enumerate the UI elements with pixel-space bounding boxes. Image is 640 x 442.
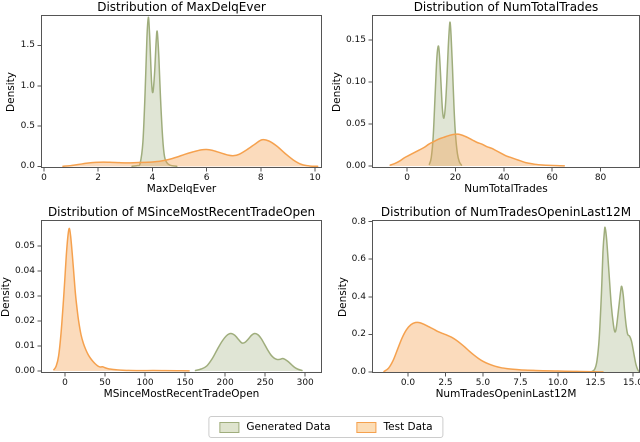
y-tick-label: 0.05 [345, 119, 366, 130]
plot-area [37, 15, 322, 172]
x-tick-label: 10.0 [547, 378, 568, 388]
y-tick-label: 0.8 [351, 216, 366, 227]
kde-curve-generated [428, 21, 463, 166]
plot-area [37, 220, 322, 377]
plot-area [368, 15, 640, 172]
kde-curve-test [389, 133, 566, 167]
x-axis-label: MaxDelqEver [146, 183, 217, 195]
x-tick-label: 50 [99, 378, 111, 388]
kde-curve-test [62, 138, 319, 168]
legend: Generated Data Test Data [208, 416, 444, 438]
kde-fill-test [62, 139, 318, 167]
kde-fill-test [383, 322, 603, 372]
x-axis-label: NumTradesOpeninLast12M [435, 388, 577, 400]
x-tick-label: 40 [498, 173, 510, 183]
x-tick-label: 2.5 [438, 378, 453, 388]
x-tick-label: 60 [546, 173, 558, 183]
x-tick-label: 5.0 [475, 378, 491, 388]
y-tick-label: 0.02 [14, 316, 35, 326]
kde-curve-generated [131, 16, 178, 167]
y-tick-label: 0.0 [351, 367, 366, 377]
x-tick-label: 80 [594, 173, 607, 183]
y-tick-label: 0.2 [351, 329, 366, 340]
kde-fill-generated [132, 17, 177, 167]
y-tick-label: 0.04 [14, 266, 35, 276]
legend-swatch-test [356, 421, 377, 433]
legend-swatch-generated [219, 421, 240, 433]
x-tick-label: 250 [256, 378, 274, 388]
x-tick-label: 20 [449, 173, 462, 183]
y-axis-label: Density [337, 276, 349, 317]
x-tick-label: 0.0 [400, 378, 416, 388]
kde-curve-test [383, 321, 604, 373]
x-tick-label: 6 [203, 173, 210, 183]
axis-spines [372, 15, 640, 168]
legend-label-generated: Generated Data [246, 421, 331, 433]
axis-spines [372, 220, 640, 373]
y-tick-label: 0.4 [351, 291, 366, 302]
y-tick-label: 0.15 [345, 35, 366, 46]
kde-curve-test [53, 227, 190, 372]
x-axis-label: NumTotalTrades [464, 183, 548, 195]
legend-entry-test: Test Data [356, 421, 433, 433]
y-tick-label: 0.03 [14, 291, 35, 301]
kde-fill-generated [195, 333, 302, 371]
y-tick-label: 1.5 [20, 40, 35, 51]
y-tick-label: 0.0 [20, 161, 35, 172]
chart-title: Distribution of MaxDelqEver [97, 0, 266, 14]
axis-spines [41, 220, 322, 373]
x-tick-label: 100 [136, 378, 154, 388]
x-tick-label: 12.5 [585, 378, 606, 388]
x-tick-label: 10 [309, 173, 321, 183]
x-tick-label: 150 [176, 378, 194, 388]
x-axis-label: MSinceMostRecentTradeOpen [103, 388, 260, 400]
y-axis-label: Density [5, 71, 17, 112]
x-tick-label: 4 [149, 173, 156, 183]
y-tick-label: 0.6 [351, 254, 366, 265]
y-axis-label: Density [331, 71, 343, 112]
y-tick-label: 0.00 [345, 160, 366, 171]
chart-title: Distribution of NumTradesOpeninLast12M [380, 205, 632, 219]
y-axis-label: Density [0, 276, 12, 317]
y-tick-label: 1.0 [20, 80, 35, 91]
y-tick-label: 0.00 [14, 366, 35, 376]
y-tick-label: 0.05 [14, 241, 35, 251]
kde-fill-generated [429, 22, 462, 166]
axis-spines [41, 15, 322, 168]
y-tick-label: 0.5 [20, 121, 35, 132]
x-tick-label: 300 [296, 378, 314, 388]
chart-title: Distribution of NumTotalTrades [413, 0, 599, 14]
y-tick-label: 0.01 [14, 341, 35, 351]
y-tick-label: 0.10 [345, 77, 366, 88]
x-tick-label: 15.0 [622, 378, 640, 388]
legend-label-test: Test Data [383, 421, 433, 433]
x-tick-label: 0 [404, 173, 410, 183]
x-tick-label: 200 [216, 378, 234, 388]
kde-curve-generated [194, 332, 303, 372]
kde-curve-generated [590, 226, 640, 373]
plot-area [368, 220, 640, 377]
x-tick-label: 0 [62, 378, 68, 388]
legend-entry-generated: Generated Data [219, 421, 331, 433]
x-tick-label: 8 [257, 173, 264, 183]
x-tick-label: 7.5 [513, 378, 528, 388]
kde-fill-generated [591, 227, 640, 372]
x-tick-label: 0 [41, 173, 47, 183]
chart-title: Distribution of MSinceMostRecentTradeOpe… [47, 205, 316, 219]
kde-fill-test [390, 134, 565, 166]
kde-fill-test [53, 228, 190, 371]
x-tick-label: 2 [95, 173, 102, 183]
